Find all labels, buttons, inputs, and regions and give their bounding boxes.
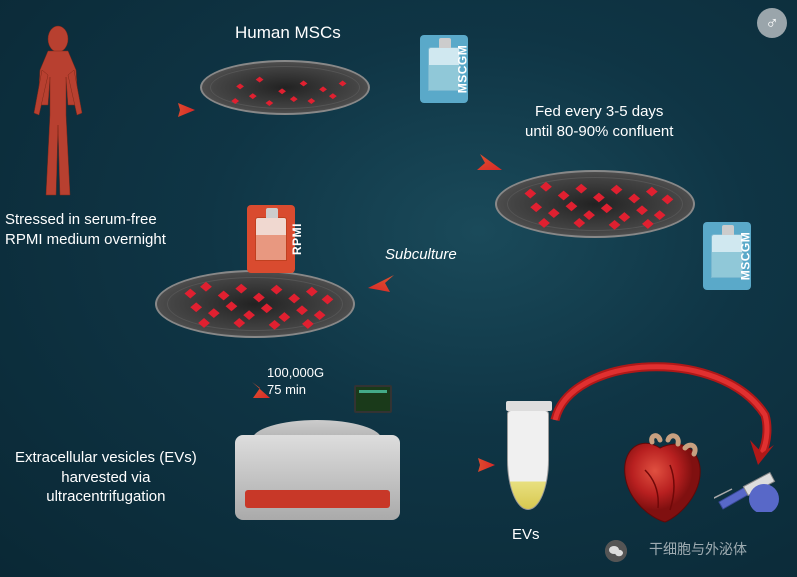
label-ev-line1: Extracellular vesicles (EVs) bbox=[15, 449, 197, 466]
dish-stressed bbox=[155, 270, 355, 338]
label-ev-line3: ultracentrifugation bbox=[46, 488, 165, 505]
dish-confluent bbox=[495, 170, 695, 238]
bottle-rpmi-label: RPMI bbox=[290, 223, 304, 255]
dish-initial-seeding bbox=[200, 60, 370, 115]
label-stressed-line1: Stressed in serum-free bbox=[5, 211, 157, 228]
label-stressed: Stressed in serum-free RPMI medium overn… bbox=[5, 210, 166, 249]
label-fed-line1: Fed every 3-5 days bbox=[535, 103, 663, 120]
label-tube-evs: EVs bbox=[512, 525, 540, 545]
syringe-injection bbox=[714, 467, 794, 512]
watermark-text: 干细胞与外泌体 bbox=[649, 539, 747, 559]
label-gforce: 100,000G bbox=[267, 365, 324, 380]
label-stressed-line2: RPMI medium overnight bbox=[5, 231, 166, 248]
arrow-human-to-dish1 bbox=[100, 95, 200, 125]
arrow-centrifuge-to-tube bbox=[405, 450, 500, 480]
label-fed-confluent: Fed every 3-5 days until 80-90% confluen… bbox=[525, 102, 673, 141]
label-subculture: Subculture bbox=[385, 245, 457, 265]
ultracentrifuge bbox=[235, 385, 400, 520]
arrow-dish1-to-dish2 bbox=[380, 108, 510, 183]
bottle-mscgm-1: MSCGM bbox=[420, 35, 468, 103]
label-fed-line2: until 80-90% confluent bbox=[525, 123, 673, 140]
bottle-mscgm-2-label: MSCGM bbox=[738, 232, 752, 281]
label-ev-line2: harvested via bbox=[61, 469, 150, 486]
bottle-rpmi: RPMI bbox=[247, 205, 295, 273]
label-human-mscs: Human MSCs bbox=[235, 22, 341, 44]
human-body-illustration bbox=[18, 25, 98, 200]
wechat-icon bbox=[605, 540, 627, 562]
bottle-mscgm-2: MSCGM bbox=[703, 222, 751, 290]
heart-illustration bbox=[610, 430, 715, 530]
label-ev-harvest: Extracellular vesicles (EVs) harvested v… bbox=[15, 448, 197, 507]
bottle-mscgm-1-label: MSCGM bbox=[455, 45, 469, 94]
ev-tube bbox=[507, 410, 549, 520]
gender-badge: ♂ bbox=[757, 8, 787, 38]
